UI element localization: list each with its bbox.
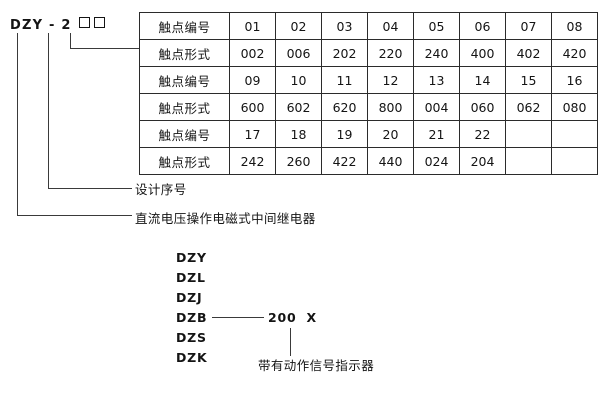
model-series-digit: 2 <box>61 18 72 33</box>
table-row: 触点形式 600 602 620 800 004 060 062 080 <box>139 93 598 121</box>
callout-design-serial: 设计序号 <box>135 182 187 197</box>
model-placeholder-box-2 <box>94 17 106 28</box>
list-item: DZY <box>176 250 207 265</box>
list-item: DZJ <box>176 290 203 305</box>
contact-code-table: 触点编号 01 02 03 04 05 06 07 08 触点形式 002 00… <box>139 12 598 175</box>
model-separator: - <box>48 18 56 33</box>
table-cell: 204 <box>459 147 506 175</box>
list-item: DZS <box>176 330 207 345</box>
table-cell: 440 <box>367 147 414 175</box>
table-cell: 09 <box>229 66 276 94</box>
table-cell: 422 <box>321 147 368 175</box>
table-cell: 602 <box>275 93 322 121</box>
relay-series-list: DZY DZL DZJ DZB DZS DZK <box>176 248 208 368</box>
table-cell-empty <box>551 120 598 148</box>
row-header: 触点编号 <box>139 120 230 148</box>
table-cell: 16 <box>551 66 598 94</box>
table-cell: 620 <box>321 93 368 121</box>
table-cell: 08 <box>551 12 598 40</box>
series-suffix-number: 200 <box>268 310 297 325</box>
table-cell-empty <box>551 147 598 175</box>
series-suffix-connector-line <box>212 317 264 318</box>
row-header: 触点编号 <box>139 12 230 40</box>
table-cell: 10 <box>275 66 322 94</box>
table-cell: 05 <box>413 12 460 40</box>
row-header: 触点形式 <box>139 39 230 67</box>
table-cell: 13 <box>413 66 460 94</box>
model-placeholder-box-1 <box>79 17 91 28</box>
table-cell: 242 <box>229 147 276 175</box>
table-cell: 006 <box>275 39 322 67</box>
table-cell: 004 <box>413 93 460 121</box>
table-cell: 17 <box>229 120 276 148</box>
table-cell: 06 <box>459 12 506 40</box>
list-item: DZB <box>176 310 208 325</box>
callout-relay-description: 直流电压操作电磁式中间继电器 <box>135 211 316 226</box>
list-item: DZL <box>176 270 206 285</box>
table-cell: 062 <box>505 93 552 121</box>
table-cell: 420 <box>551 39 598 67</box>
table-cell: 14 <box>459 66 506 94</box>
table-cell: 11 <box>321 66 368 94</box>
table-cell: 024 <box>413 147 460 175</box>
series-suffix-note-leader <box>290 328 291 356</box>
model-prefix: DZY <box>10 18 44 33</box>
series-suffix-letter: X <box>306 310 317 325</box>
row-header: 触点形式 <box>139 93 230 121</box>
table-cell: 060 <box>459 93 506 121</box>
table-cell: 402 <box>505 39 552 67</box>
leader-line-relay-description <box>17 33 132 216</box>
table-cell: 03 <box>321 12 368 40</box>
table-cell: 02 <box>275 12 322 40</box>
leader-line-contact-form <box>70 33 139 49</box>
table-cell: 07 <box>505 12 552 40</box>
table-cell: 04 <box>367 12 414 40</box>
table-cell: 19 <box>321 120 368 148</box>
table-cell: 600 <box>229 93 276 121</box>
list-item: DZK <box>176 350 208 365</box>
table-row: 触点形式 002 006 202 220 240 400 402 420 <box>139 39 598 67</box>
table-cell: 080 <box>551 93 598 121</box>
table-cell: 22 <box>459 120 506 148</box>
series-suffix-code: 200 X <box>268 308 317 328</box>
table-cell: 18 <box>275 120 322 148</box>
table-row: 触点编号 09 10 11 12 13 14 15 16 <box>139 66 598 94</box>
table-cell: 400 <box>459 39 506 67</box>
contact-table-body: 触点编号 01 02 03 04 05 06 07 08 触点形式 002 00… <box>139 12 598 175</box>
series-suffix-note: 带有动作信号指示器 <box>258 358 375 373</box>
table-cell-empty <box>505 120 552 148</box>
table-row: 触点编号 17 18 19 20 21 22 <box>139 120 598 148</box>
table-cell: 21 <box>413 120 460 148</box>
table-cell: 260 <box>275 147 322 175</box>
table-cell: 202 <box>321 39 368 67</box>
table-cell: 15 <box>505 66 552 94</box>
table-cell: 01 <box>229 12 276 40</box>
table-cell: 220 <box>367 39 414 67</box>
table-cell: 20 <box>367 120 414 148</box>
row-header: 触点形式 <box>139 147 230 175</box>
table-cell-empty <box>505 147 552 175</box>
table-cell: 240 <box>413 39 460 67</box>
table-cell: 800 <box>367 93 414 121</box>
row-header: 触点编号 <box>139 66 230 94</box>
table-cell: 002 <box>229 39 276 67</box>
table-row: 触点编号 01 02 03 04 05 06 07 08 <box>139 12 598 40</box>
table-row: 触点形式 242 260 422 440 024 204 <box>139 147 598 175</box>
table-cell: 12 <box>367 66 414 94</box>
leader-line-design-serial <box>48 33 132 189</box>
model-code-label: DZY - 2 <box>10 17 107 33</box>
